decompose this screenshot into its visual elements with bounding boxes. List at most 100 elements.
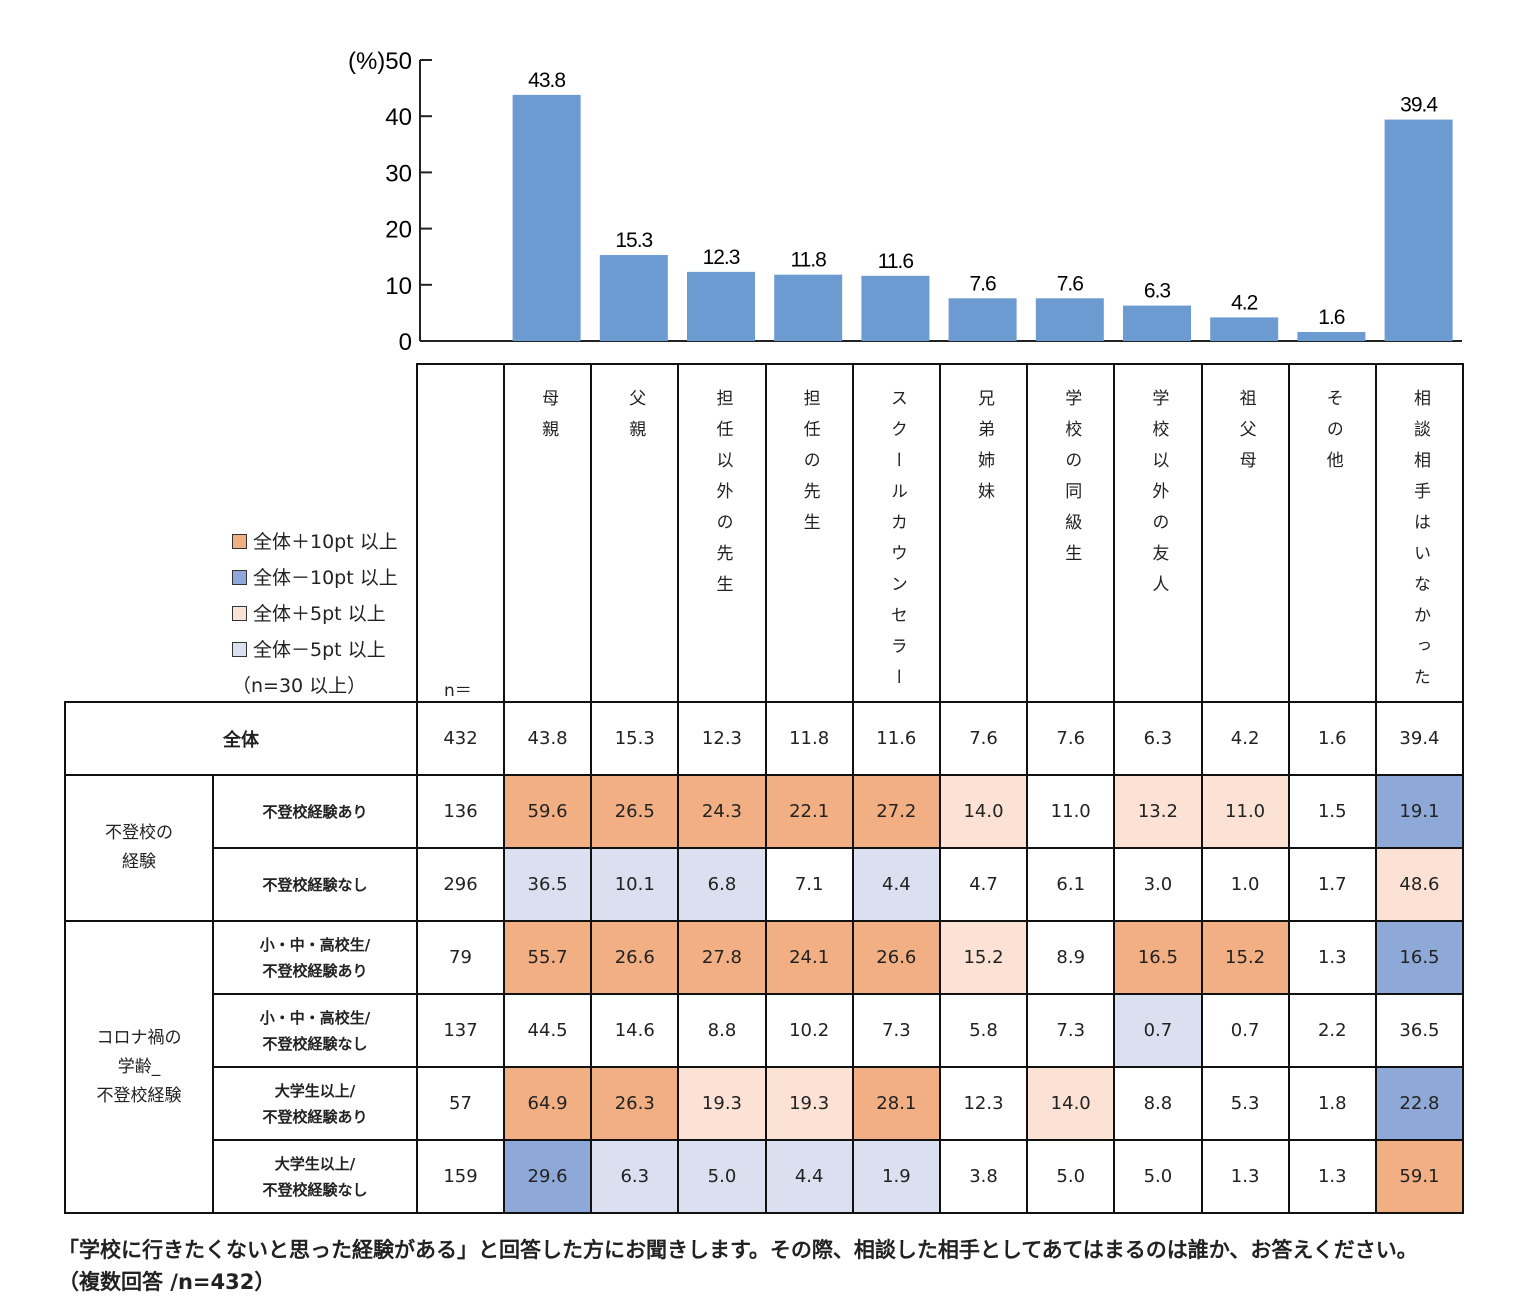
value-cell: 10.1: [590, 847, 680, 922]
table-row: 大学生以上/ 不登校経験あり 57 64.9 26.3 19.3 19.3 28.1 12.3…: [65, 1066, 1465, 1141]
value-cell: 7.3: [851, 993, 941, 1068]
value-cell: 4.2: [1200, 701, 1290, 776]
value-cell: 26.6: [590, 920, 680, 995]
data-label: 6.3: [1144, 280, 1171, 303]
column-header-label: 父親: [625, 389, 646, 451]
data-label: 43.8: [528, 69, 565, 92]
n-cell: 159: [416, 1139, 505, 1214]
n-cell: 296: [416, 847, 505, 922]
value-cell: 39.4: [1374, 701, 1465, 776]
value-cell: 36.5: [502, 847, 593, 922]
value-cell: 11.6: [851, 701, 941, 776]
value-cell: 14.6: [590, 993, 680, 1068]
bar-5: [948, 298, 1017, 341]
value-cell: 5.0: [677, 1139, 767, 1214]
data-label: 15.3: [615, 229, 652, 252]
value-cell: 36.5: [1374, 993, 1465, 1068]
value-cell: 7.6: [938, 701, 1029, 776]
value-cell: 1.3: [1287, 1139, 1377, 1214]
value-cell: 7.1: [764, 847, 854, 922]
caption: 「学校に行きたくないと思った経験がある」と回答した方にお聞きします。その際、相談…: [58, 1234, 1418, 1298]
value-cell: 0.7: [1113, 993, 1203, 1068]
table-row-total: 全体 432 43.8 15.3 12.3 11.8 11.6 7.6 7.6 6.3 4.2 1.6…: [64, 701, 1465, 776]
value-cell: 6.3: [1113, 701, 1203, 776]
value-cell: 14.0: [938, 774, 1029, 849]
column-header-label: スクールカウンセラー: [886, 389, 907, 699]
column-header-label: 学校以外の友人: [1148, 389, 1169, 606]
value-cell: 4.4: [851, 847, 941, 922]
value-cell: 1.3: [1200, 1139, 1290, 1214]
row-label: 小・中・高校生/ 不登校経験なし: [212, 993, 418, 1068]
bar-chart: 0 10 20 30 40 (%)50 43.8 15.3 12.3 11.8 11.6 7.6 7.6…: [348, 48, 1462, 356]
bar-10: [1384, 119, 1453, 342]
table-row: 不登校の 経験 不登校経験あり 136 59.6 26.5 24.3 22.1 27.2 14.…: [64, 774, 1465, 922]
bar-0: [512, 94, 581, 342]
value-cell: 16.5: [1374, 920, 1465, 995]
column-header: 相談相手はいなかった: [1374, 363, 1465, 703]
y-tick-label: (%)50: [348, 48, 412, 75]
column-header-label: 母親: [538, 389, 559, 451]
value-cell: 3.0: [1113, 847, 1203, 922]
value-cell: 1.5: [1287, 774, 1377, 849]
value-cell: 15.2: [1200, 920, 1290, 995]
bar-8: [1210, 317, 1279, 341]
value-cell: 59.1: [1374, 1139, 1465, 1214]
y-tick-label: 40: [385, 104, 412, 131]
column-header: 担任の先生: [764, 363, 854, 703]
n-header: [416, 363, 505, 703]
data-label: 11.6: [878, 250, 914, 273]
bar-7: [1123, 305, 1191, 341]
bar-2: [687, 271, 755, 341]
data-label: 11.8: [791, 249, 827, 272]
value-cell: 11.0: [1200, 774, 1290, 849]
value-cell: 5.3: [1200, 1066, 1290, 1141]
column-header-label: 兄弟姉妹: [974, 389, 995, 513]
value-cell: 48.6: [1374, 847, 1465, 922]
value-cell: 7.3: [1026, 993, 1116, 1068]
data-label: 12.3: [703, 246, 740, 269]
value-cell: 11.0: [1026, 774, 1116, 849]
value-cell: 59.6: [502, 774, 593, 849]
column-header: 父親: [590, 363, 680, 703]
n-cell: 57: [416, 1066, 505, 1141]
data-label: 4.2: [1231, 291, 1258, 314]
header-blank: [65, 364, 417, 703]
column-header: 兄弟姉妹: [938, 363, 1029, 703]
column-header: 母親: [502, 363, 593, 703]
value-cell: 27.8: [677, 920, 767, 995]
value-cell: 24.1: [764, 920, 854, 995]
value-cell: 15.2: [938, 920, 1029, 995]
data-label: 7.6: [969, 272, 996, 295]
value-cell: 12.3: [677, 701, 767, 776]
value-cell: 29.6: [502, 1139, 593, 1214]
value-cell: 64.9: [502, 1066, 593, 1141]
group-label: コロナ禍の 学齢_ 不登校経験: [64, 920, 214, 1214]
table-row: 不登校経験なし 296 36.5 10.1 6.8 7.1 4.4 4.7 6.1 3.0 1.0 1…: [65, 847, 1465, 922]
value-cell: 26.3: [590, 1066, 680, 1141]
caption-note: （複数回答 /n=432）: [58, 1270, 276, 1294]
value-cell: 19.3: [677, 1066, 767, 1141]
table-row: 大学生以上/ 不登校経験なし 159 29.6 6.3 5.0 4.4 1.9 3.8 5.0 5…: [65, 1139, 1465, 1214]
column-header: スクールカウンセラー: [851, 363, 941, 703]
value-cell: 1.9: [851, 1139, 941, 1214]
bar-3: [774, 274, 843, 341]
value-cell: 43.8: [502, 701, 593, 776]
column-header-label: その他: [1322, 389, 1343, 482]
column-header-label: 相談相手はいなかった: [1409, 389, 1430, 699]
value-cell: 1.7: [1287, 847, 1377, 922]
value-cell: 5.0: [1113, 1139, 1203, 1214]
n-label: n＝: [444, 681, 472, 701]
row-label: 全体: [64, 701, 418, 776]
value-cell: 8.9: [1026, 920, 1116, 995]
value-cell: 8.8: [677, 993, 767, 1068]
value-cell: 1.3: [1287, 920, 1377, 995]
value-cell: 55.7: [502, 920, 593, 995]
row-label: 大学生以上/ 不登校経験なし: [212, 1139, 418, 1214]
group-label: 不登校の 経験: [64, 774, 214, 922]
value-cell: 10.2: [764, 993, 854, 1068]
column-header: 学校の同級生: [1026, 363, 1116, 703]
caption-question: 「学校に行きたくないと思った経験がある」と回答した方にお聞きします。その際、相談…: [58, 1238, 1418, 1262]
column-header-label: 祖父母: [1235, 389, 1256, 482]
column-header-label: 担任の先生: [799, 389, 820, 544]
